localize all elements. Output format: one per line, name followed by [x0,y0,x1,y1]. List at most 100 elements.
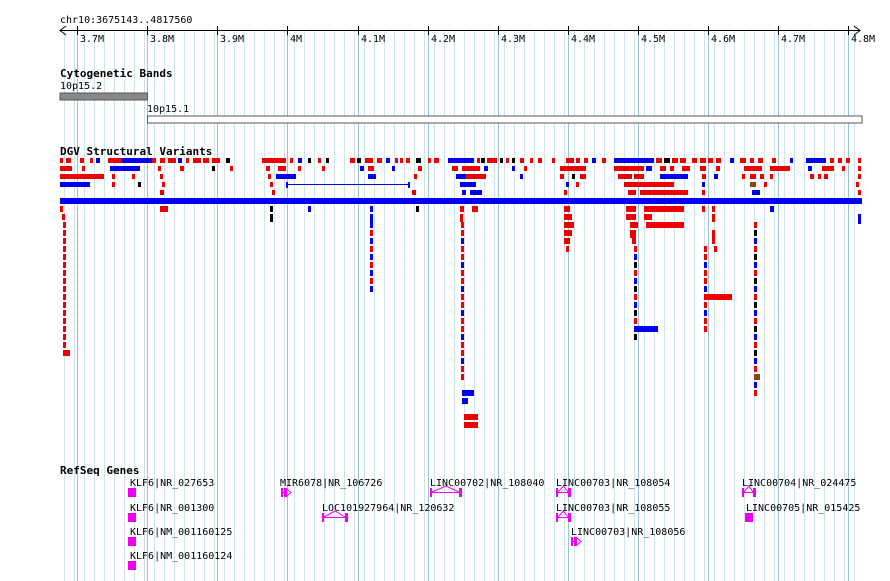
track-title-cytoband[interactable]: Cytogenetic Bands [60,67,173,80]
sv-feature [461,302,464,308]
gene-label[interactable]: LINC00702|NR_108040 [430,478,545,489]
sv-feature [564,230,572,236]
sv-feature [712,206,715,212]
sv-feature [461,318,464,324]
sv-feature [472,206,478,212]
sv-feature [538,158,542,163]
sv-feature [630,222,638,228]
sv-feature [112,174,115,179]
sv-feature [60,166,72,171]
sv-feature [754,222,757,228]
gene-exon [128,488,136,497]
sv-feature [308,206,311,212]
sv-feature [618,174,632,179]
ruler-arrow-right [853,25,861,36]
ruler-tick-label: 4.8M [851,34,876,45]
sv-feature [560,174,564,179]
sv-feature [530,158,533,163]
sv-feature [461,230,464,236]
sv-feature [754,254,757,260]
sv-feature [770,174,773,179]
sv-feature [704,278,707,284]
gene-label[interactable]: LOC101927964|NR_120632 [322,503,455,514]
sv-feature [512,158,515,163]
cytoband-10p15-2 [59,92,148,101]
sv-feature [63,238,66,244]
sv-feature [704,310,707,316]
sv-feature [634,302,637,308]
sv-feature [634,262,637,268]
gene-label[interactable]: LINC00704|NR_024475 [742,478,857,489]
sv-feature [365,158,373,163]
gene-label[interactable]: LINC00705|NR_015425 [746,503,861,514]
sv-feature [672,158,678,163]
gene-strand-arrow [576,537,582,546]
track-title-refseq[interactable]: RefSeq Genes [60,464,140,477]
sv-feature [461,310,464,316]
track-title-dgv[interactable]: DGV Structural Variants [60,145,213,158]
sv-feature [470,190,482,195]
sv-feature [704,246,707,252]
sv-feature [704,286,707,292]
sv-feature [634,174,644,179]
sv-feature [110,166,140,171]
sv-feature [704,270,707,276]
gene-label[interactable]: LINC00703|NR_108056 [571,527,686,538]
sv-feature [377,158,382,163]
sv-feature [634,254,637,260]
sv-feature [564,238,570,244]
sv-feature [634,278,637,284]
sv-feature [790,158,793,163]
gene-label[interactable]: KLF6|NM_001160124 [130,551,233,562]
sv-feature [66,158,71,163]
sv-feature [714,174,718,179]
sv-feature [524,166,527,171]
sv-feature [462,390,474,396]
gene-exon [571,537,573,546]
gene-exon [574,537,577,546]
sv-feature [660,166,666,171]
sv-feature [634,318,637,324]
sv-feature [572,174,575,179]
sv-feature [568,166,586,171]
sv-feature [462,190,466,195]
sv-feature [63,246,66,252]
gene-label[interactable]: KLF6|NR_001300 [130,503,215,514]
ruler-tick-label: 4.6M [711,34,736,45]
sv-feature [168,158,176,163]
sv-feature [158,166,161,171]
gene-label[interactable]: MIR6078|NR_106726 [280,478,383,489]
gene-label[interactable]: LINC00703|NR_108054 [556,478,671,489]
sv-feature [772,158,776,163]
sv-feature [63,294,66,300]
sv-feature [298,158,302,163]
gene-label[interactable]: KLF6|NM_001160125 [130,527,233,538]
gene-intron-hat [743,485,754,493]
sv-feature [226,158,230,163]
sv-feature [702,206,705,212]
sv-feature [740,158,746,163]
sv-feature [461,262,464,268]
sv-feature [452,166,458,171]
sv-feature [566,158,574,163]
sv-feature [461,278,464,284]
sv-feature [858,174,861,179]
sv-feature [461,350,464,356]
sv-feature [560,166,568,171]
sv-feature [370,206,373,212]
sv-feature [634,326,637,332]
sv-feature [60,206,63,212]
sv-feature [428,158,431,163]
sv-feature [716,166,720,171]
sv-feature [818,174,821,179]
sv-feature [406,158,410,163]
gene-exon [128,561,136,570]
gene-label[interactable]: KLF6|NR_027653 [130,478,215,489]
sv-feature [730,158,734,163]
sv-feature [512,166,515,171]
sv-feature [63,262,66,268]
sv-feature [278,166,286,171]
gene-label[interactable]: LINC00703|NR_108055 [556,503,671,514]
sv-feature [370,222,373,228]
